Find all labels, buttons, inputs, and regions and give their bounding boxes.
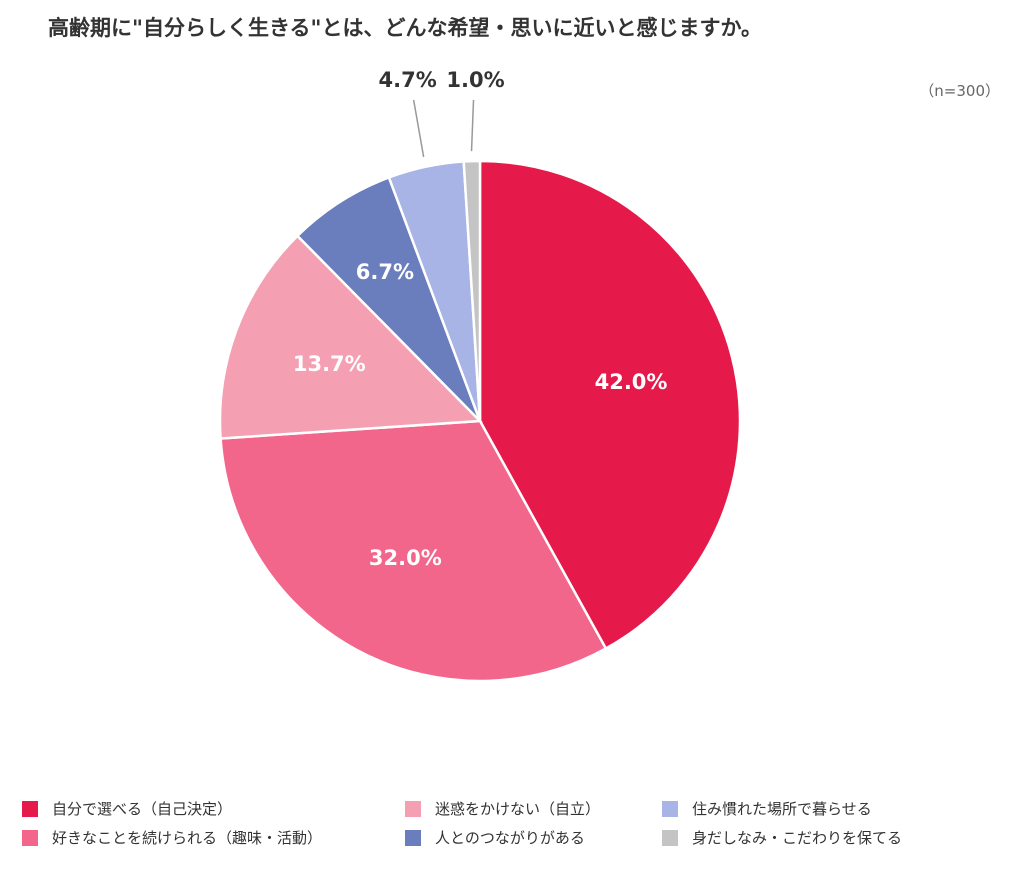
data-label: 32.0%	[369, 546, 442, 570]
data-label: 13.7%	[293, 352, 366, 376]
legend-label: 自分で選べる（自己決定）	[52, 800, 233, 818]
legend-swatch	[22, 800, 38, 817]
pie-slice	[462, 159, 482, 422]
sample-size-note: （n=300）	[919, 82, 1000, 100]
pie-slice	[478, 159, 742, 651]
legend-label: 好きなことを続けられる（趣味・活動）	[52, 829, 323, 847]
legend-label: 人とのつながりがある	[435, 829, 585, 847]
legend-item: 人とのつながりがある	[405, 827, 585, 848]
chart-title: 高齢期に"自分らしく生きる"とは、どんな希望・思いに近いと感じますか。	[48, 16, 763, 40]
legend-item: 身だしなみ・こだわりを保てる	[662, 827, 902, 848]
legend-item: 好きなことを続けられる（趣味・活動）	[22, 827, 322, 848]
pie-chart: 42.0% 32.0% 13.7% 6.7% 4.7% 1.0%	[218, 68, 742, 683]
legend-label: 住み慣れた場所で暮らせる	[692, 800, 872, 818]
legend-item: 住み慣れた場所で暮らせる	[662, 798, 872, 819]
data-label: 1.0%	[446, 68, 504, 92]
pie-slice	[218, 234, 483, 440]
legend-swatch	[405, 829, 421, 846]
legend-swatch	[662, 800, 678, 817]
legend-item: 自分で選べる（自己決定）	[22, 798, 232, 819]
data-label: 4.7%	[379, 68, 437, 92]
legend-label: 迷惑をかけない（自立）	[435, 800, 601, 818]
pie-slice	[295, 175, 482, 422]
legend-swatch	[405, 800, 421, 817]
leader-line	[470, 99, 475, 152]
leader-line	[412, 99, 425, 158]
pie-slice	[219, 419, 608, 683]
legend-swatch	[22, 829, 38, 846]
data-label: 42.0%	[595, 370, 668, 394]
legend-item: 迷惑をかけない（自立）	[405, 798, 600, 819]
legend-swatch	[662, 829, 678, 846]
legend-label: 身だしなみ・こだわりを保てる	[692, 829, 903, 847]
data-label: 6.7%	[356, 260, 414, 284]
